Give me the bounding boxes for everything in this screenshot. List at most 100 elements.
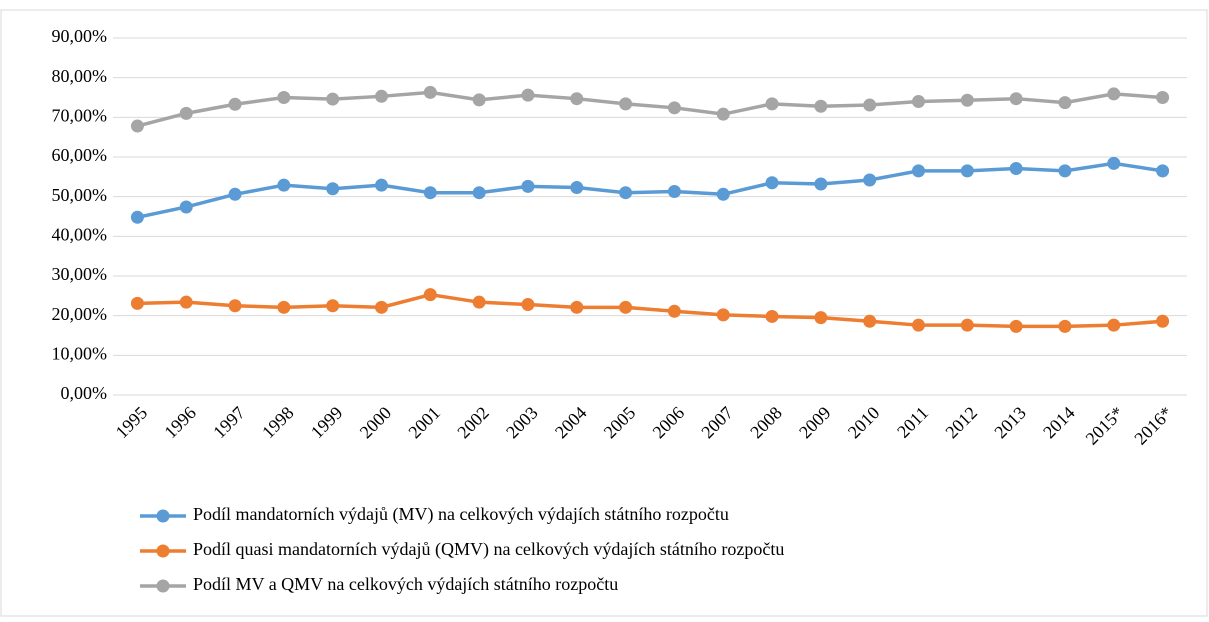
data-point bbox=[912, 164, 925, 178]
x-tick-label: 2016* bbox=[1130, 403, 1176, 449]
data-point bbox=[1009, 319, 1023, 333]
data-point bbox=[1009, 92, 1023, 106]
y-tick-label: 80,00% bbox=[52, 66, 108, 86]
data-point bbox=[716, 308, 730, 322]
data-point bbox=[1009, 162, 1023, 176]
x-tick-label: 2014 bbox=[1039, 403, 1079, 443]
x-tick-label: 2009 bbox=[795, 403, 835, 443]
x-tick-label: 2000 bbox=[356, 403, 396, 443]
data-point bbox=[667, 304, 681, 318]
data-point bbox=[179, 106, 193, 120]
series-line bbox=[137, 161, 1163, 220]
series-line bbox=[137, 292, 1163, 329]
x-tick-label: 2006 bbox=[649, 403, 689, 443]
data-point bbox=[765, 309, 779, 323]
x-tick-label: 2004 bbox=[551, 403, 591, 443]
x-tick-label: 2003 bbox=[502, 403, 542, 443]
legend-label: Podíl quasi mandatorních výdajů (QMV) na… bbox=[193, 539, 784, 560]
data-point bbox=[228, 299, 242, 313]
x-tick-label: 1995 bbox=[112, 403, 152, 443]
y-tick-label: 90,00% bbox=[52, 26, 108, 46]
data-point bbox=[716, 187, 730, 201]
data-point bbox=[423, 186, 437, 200]
data-point bbox=[1107, 87, 1121, 101]
y-tick-label: 70,00% bbox=[52, 105, 108, 125]
data-point bbox=[570, 181, 584, 195]
y-tick-label: 10,00% bbox=[52, 343, 108, 363]
x-tick-label: 2010 bbox=[844, 403, 884, 443]
data-point bbox=[619, 97, 633, 111]
data-point bbox=[570, 92, 584, 106]
data-point bbox=[667, 101, 681, 115]
data-point bbox=[619, 300, 633, 314]
x-tick-label: 1998 bbox=[258, 403, 298, 443]
data-point bbox=[1058, 164, 1072, 178]
y-tick-label: 40,00% bbox=[52, 224, 108, 244]
data-point bbox=[472, 186, 486, 200]
data-point bbox=[912, 94, 925, 108]
data-point bbox=[960, 318, 974, 332]
data-point bbox=[1058, 96, 1072, 110]
data-point bbox=[814, 177, 828, 191]
x-tick-label: 2013 bbox=[990, 403, 1030, 443]
y-tick-label: 30,00% bbox=[52, 264, 108, 284]
data-point bbox=[228, 187, 242, 201]
data-point bbox=[521, 179, 535, 193]
y-tick-label: 60,00% bbox=[52, 145, 108, 165]
data-point bbox=[521, 88, 535, 102]
data-point bbox=[1107, 156, 1121, 170]
y-tick-label: 50,00% bbox=[52, 185, 108, 205]
y-tick-label: 20,00% bbox=[52, 304, 108, 324]
data-point bbox=[179, 200, 193, 214]
data-point bbox=[814, 99, 828, 113]
data-point bbox=[1156, 314, 1170, 328]
legend-label: Podíl mandatorních výdajů (MV) na celkov… bbox=[193, 504, 729, 525]
data-point bbox=[1058, 319, 1072, 333]
x-tick-label: 2002 bbox=[453, 403, 493, 443]
data-point bbox=[472, 93, 486, 107]
data-point bbox=[375, 178, 388, 192]
data-point bbox=[814, 311, 828, 325]
data-point bbox=[326, 299, 340, 313]
data-point bbox=[1156, 164, 1170, 178]
data-point bbox=[863, 173, 877, 187]
data-point bbox=[228, 97, 242, 111]
data-point bbox=[960, 93, 974, 107]
data-point bbox=[375, 300, 388, 314]
data-point bbox=[130, 119, 144, 133]
legend-marker bbox=[156, 544, 170, 558]
data-point bbox=[570, 300, 584, 314]
series-line bbox=[136, 90, 1163, 128]
data-point bbox=[765, 97, 779, 111]
x-tick-label: 2007 bbox=[697, 403, 737, 443]
data-point bbox=[326, 182, 340, 196]
data-point bbox=[277, 300, 291, 314]
data-point bbox=[1107, 318, 1121, 332]
data-point bbox=[863, 314, 877, 328]
x-tick-label: 2008 bbox=[746, 403, 786, 443]
data-point bbox=[130, 210, 144, 224]
data-point bbox=[130, 296, 144, 310]
data-point bbox=[667, 185, 681, 199]
legend-marker bbox=[156, 579, 170, 593]
data-point bbox=[277, 178, 291, 192]
x-tick-label: 2012 bbox=[941, 403, 981, 443]
data-point bbox=[375, 89, 388, 103]
x-tick-label: 2015* bbox=[1082, 403, 1128, 449]
data-point bbox=[863, 98, 877, 112]
data-point bbox=[765, 176, 779, 190]
data-point bbox=[619, 186, 633, 200]
x-tick-label: 1999 bbox=[307, 403, 347, 443]
data-point bbox=[960, 164, 974, 178]
x-tick-label: 2011 bbox=[893, 403, 932, 442]
data-point bbox=[326, 92, 340, 106]
data-point bbox=[521, 298, 535, 312]
x-tick-label: 1996 bbox=[160, 403, 200, 443]
x-tick-label: 2001 bbox=[404, 403, 444, 443]
x-tick-label: 1997 bbox=[209, 403, 249, 443]
legend-label: Podíl MV a QMV na celkových výdajích stá… bbox=[193, 574, 618, 594]
legend-marker bbox=[156, 509, 170, 523]
data-point bbox=[1156, 91, 1170, 104]
data-point bbox=[423, 85, 437, 99]
